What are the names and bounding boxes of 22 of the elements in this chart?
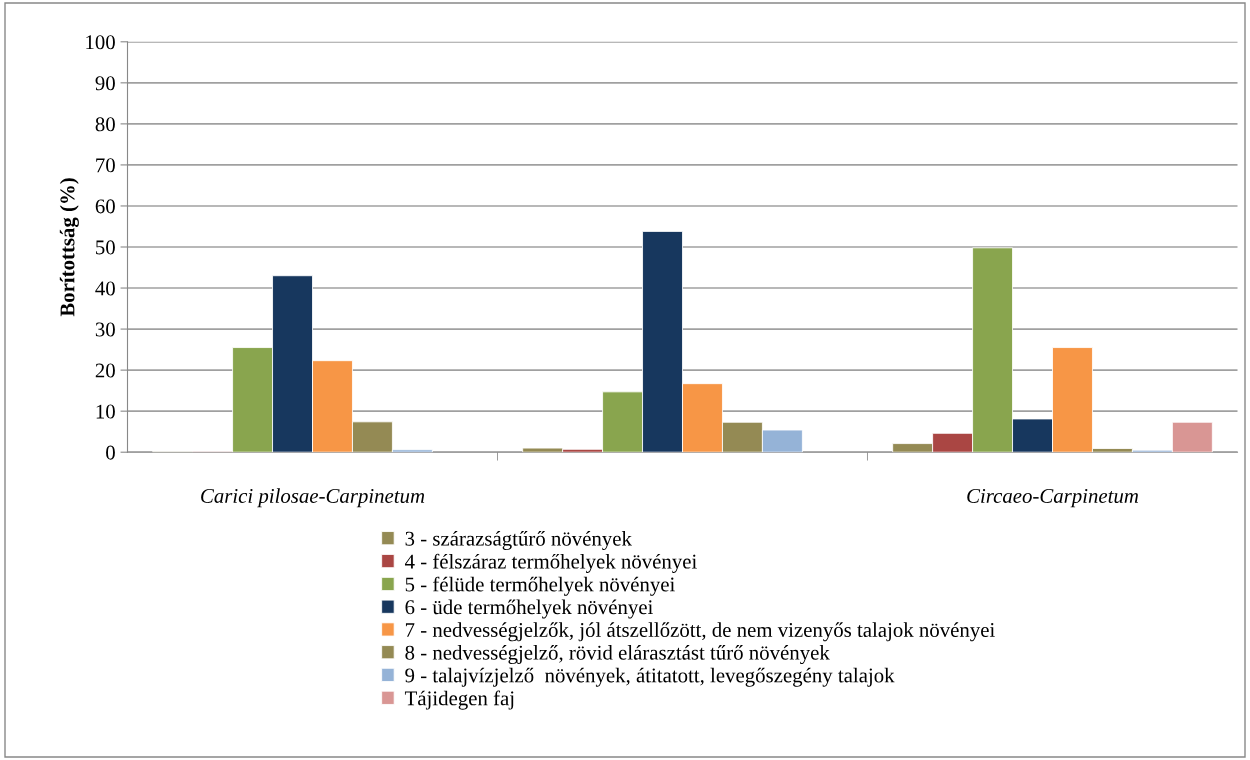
y-tick-label: 0 — [106, 445, 115, 460]
y-tick-label: 20 — [95, 363, 115, 378]
legend-label: 3 - szárazságtűrő növények — [405, 531, 632, 550]
y-tick-label: 10 — [96, 404, 115, 419]
y-tick-label: 40 — [95, 281, 115, 296]
y-tick-label: 30 — [95, 322, 115, 337]
legend-label: 5 - félüde termőhelyek növényei — [405, 576, 675, 596]
legend-label: 9 - talajvízjelző növények, átitatott, levegőszegény talajok — [405, 667, 895, 687]
y-tick-label: 50 — [96, 240, 115, 255]
y-tick-label: 70 — [96, 158, 115, 173]
y-tick-label: 90 — [95, 76, 115, 91]
legend-label: 7 - nedvességjelzők, jól átszellőzött, de nem vizenyős talajok növényei — [405, 622, 995, 642]
y-tick-label: 60 — [95, 199, 115, 214]
y-tick-label: 80 — [95, 117, 115, 132]
legend-label: 6 - üde termőhelyek növényei — [405, 599, 653, 619]
legend-label: Tájidegen faj — [404, 690, 514, 710]
x-tick-label: Circaeo-Carpinetum — [967, 488, 1139, 508]
x-tick-label: Carici pilosae-Carpinetum — [201, 488, 425, 508]
y-tick-label: 100 — [86, 35, 115, 50]
y-axis-title: Borítottság (%) — [59, 178, 79, 317]
legend-label: 8 - nedvességjelző, rövid elárasztást tűrő növények — [405, 645, 830, 665]
legend-label: 4 - félszáraz termőhelyek növényei — [404, 553, 697, 573]
